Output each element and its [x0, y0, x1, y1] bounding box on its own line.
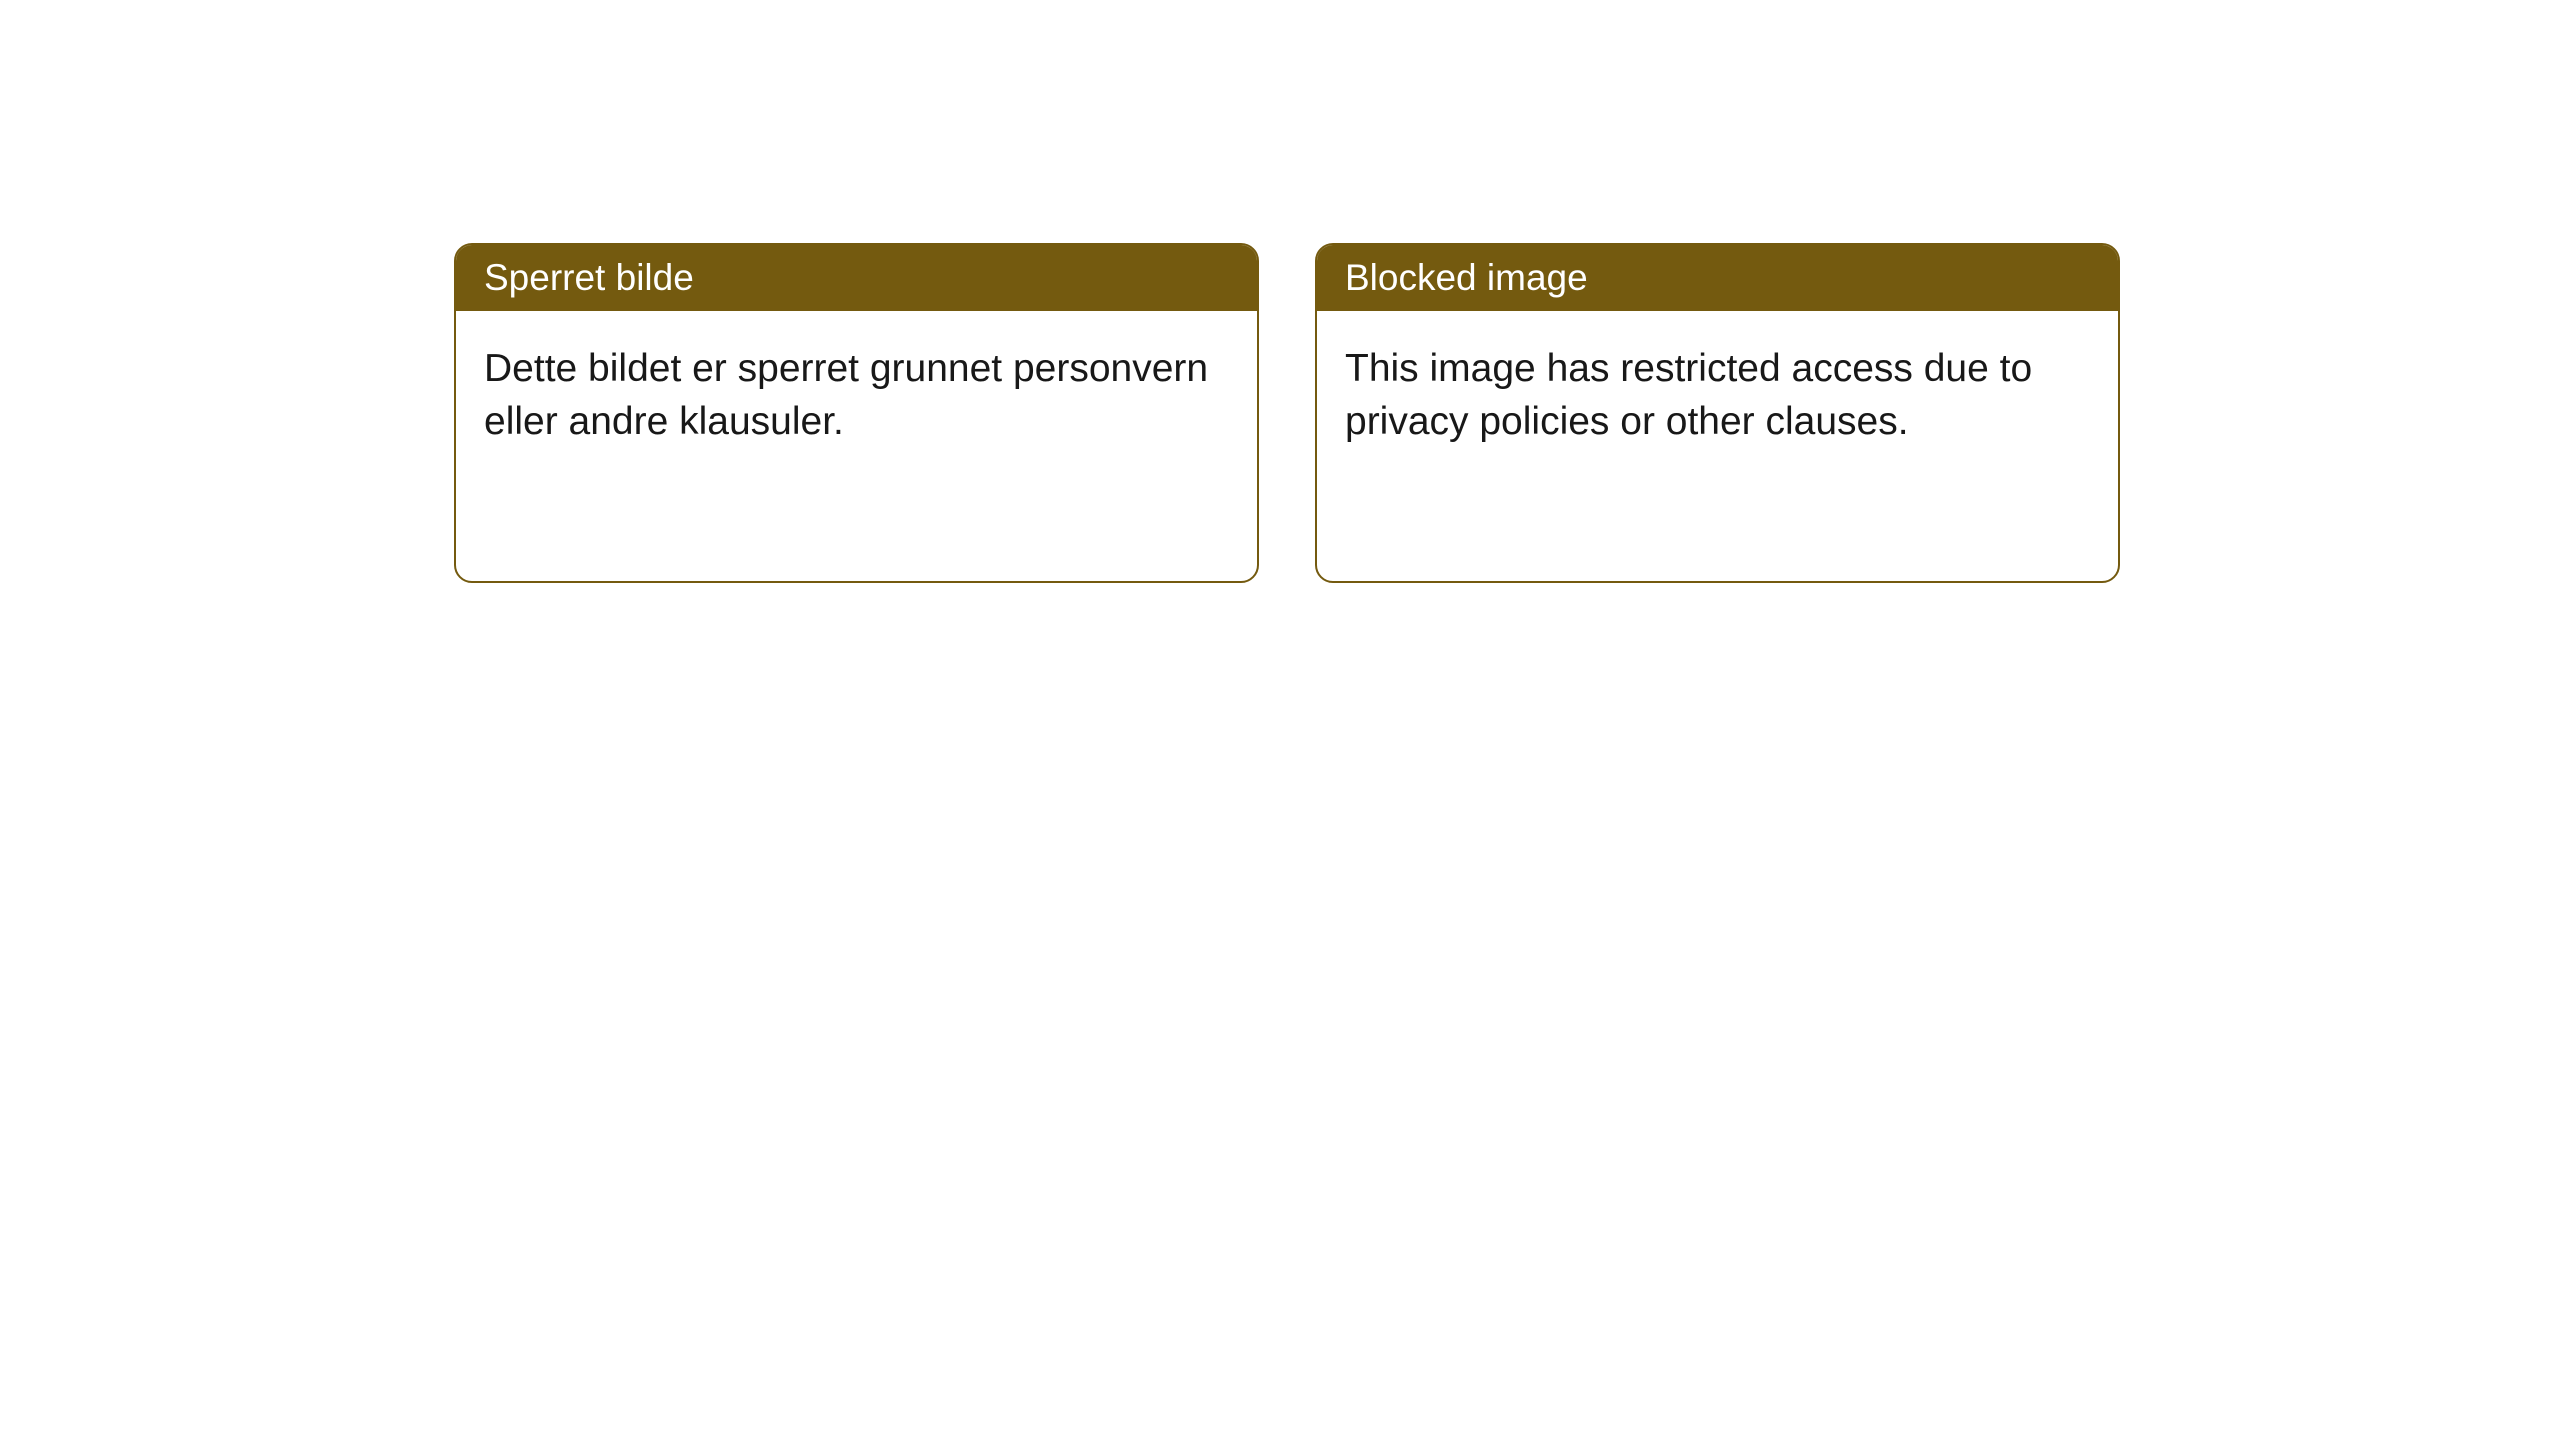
notice-container: Sperret bilde Dette bildet er sperret gr… [0, 0, 2560, 583]
notice-body: Dette bildet er sperret grunnet personve… [456, 311, 1257, 581]
notice-text: This image has restricted access due to … [1345, 347, 2032, 443]
notice-text: Dette bildet er sperret grunnet personve… [484, 347, 1208, 443]
notice-body: This image has restricted access due to … [1317, 311, 2118, 581]
notice-card-english: Blocked image This image has restricted … [1315, 243, 2120, 583]
notice-header: Sperret bilde [456, 245, 1257, 311]
notice-title: Sperret bilde [484, 257, 694, 298]
notice-title: Blocked image [1345, 257, 1588, 298]
notice-header: Blocked image [1317, 245, 2118, 311]
notice-card-norwegian: Sperret bilde Dette bildet er sperret gr… [454, 243, 1259, 583]
